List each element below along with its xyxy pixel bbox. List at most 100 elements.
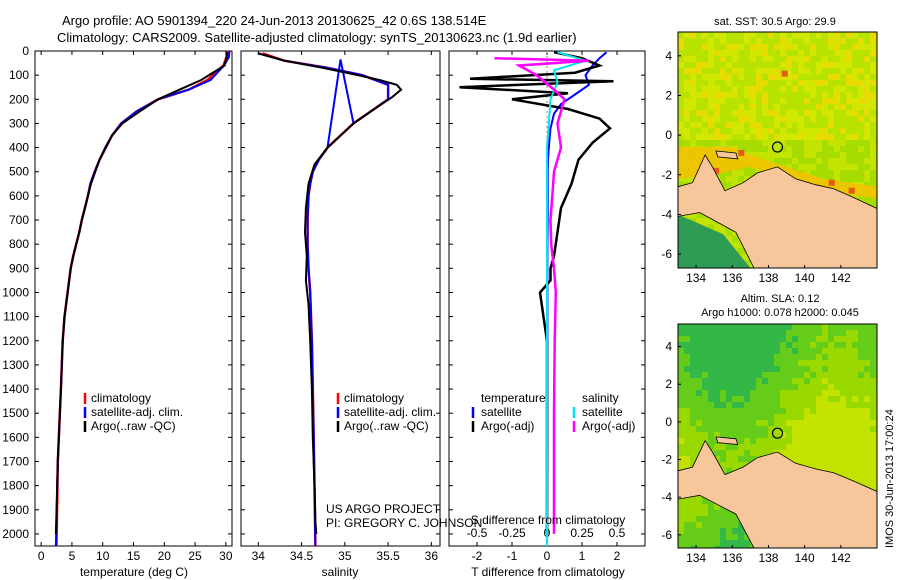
- map-cell: [828, 110, 834, 116]
- map-cell: [762, 50, 768, 56]
- map-cell: [834, 74, 840, 80]
- map-cell: [726, 330, 732, 336]
- map-cell: [798, 146, 804, 152]
- map-y-tick-label: 2: [665, 377, 672, 391]
- map-cell: [756, 426, 762, 432]
- map-cell: [780, 140, 786, 146]
- map-cell: [768, 432, 774, 438]
- map-cell: [852, 336, 858, 342]
- map-cell: [714, 522, 720, 528]
- map-cell: [870, 200, 876, 206]
- map-cell: [684, 432, 690, 438]
- map-cell: [870, 402, 876, 408]
- argo-position-marker: [771, 141, 784, 153]
- map-cell: [690, 390, 696, 396]
- map-cell: [708, 62, 714, 68]
- map-cell: [822, 80, 828, 86]
- map-cell: [834, 170, 840, 176]
- map-cell: [816, 426, 822, 432]
- y-tick-label: 200: [9, 92, 29, 106]
- map-cell: [690, 456, 696, 462]
- x-tick-label: 20: [158, 549, 172, 563]
- map-cell: [858, 414, 864, 420]
- map-cell: [750, 396, 756, 402]
- map-cell: [720, 372, 726, 378]
- map-cell: [696, 534, 702, 540]
- map-cell: [702, 546, 708, 548]
- map-cell: [702, 366, 708, 372]
- map-cell: [684, 444, 690, 450]
- map-cell: [852, 432, 858, 438]
- map-cell: [726, 528, 732, 534]
- series-line-climatology: [55, 50, 229, 547]
- map-cell: [732, 414, 738, 420]
- map-cell: [798, 426, 804, 432]
- map-cell: [798, 444, 804, 450]
- map-cell: [852, 450, 858, 456]
- map-cell: [744, 402, 750, 408]
- map-cell: [852, 414, 858, 420]
- map-cell: [798, 128, 804, 134]
- map-cell: [864, 146, 870, 152]
- map-cell: [864, 140, 870, 146]
- map-cell: [762, 56, 768, 62]
- map-cell: [834, 140, 840, 146]
- map-cell: [690, 50, 696, 56]
- map-cell: [714, 402, 720, 408]
- map-cell: [684, 510, 690, 516]
- map-cell: [858, 194, 864, 200]
- map-cell: [864, 468, 870, 474]
- map-cell: [870, 92, 876, 98]
- map-cell: [684, 360, 690, 366]
- map-cell: [786, 74, 792, 80]
- legend-title-temperature: temperature: [481, 391, 546, 405]
- map-cell: [678, 540, 684, 546]
- map-cell: [822, 68, 828, 74]
- map-cell: [744, 390, 750, 396]
- map-cell: [774, 354, 780, 360]
- map-cell: [786, 390, 792, 396]
- map-cell: [708, 98, 714, 104]
- map-cell: [828, 372, 834, 378]
- map-cell: [846, 134, 852, 140]
- map-cell: [702, 390, 708, 396]
- map-cell: [780, 158, 786, 164]
- map-cell: [816, 104, 822, 110]
- series-line-satellite-adj-clim-: [258, 52, 390, 547]
- map-cell: [702, 140, 708, 146]
- map-cell: [720, 324, 726, 330]
- map-cell: [768, 44, 774, 50]
- y-tick-label: 300: [9, 116, 29, 130]
- map-cell: [756, 86, 762, 92]
- map-cell: [822, 348, 828, 354]
- map-cell: [822, 432, 828, 438]
- map-cell: [816, 68, 822, 74]
- map-cell: [870, 128, 876, 134]
- map-cell: [696, 366, 702, 372]
- map-cell: [786, 378, 792, 384]
- map-cell: [834, 164, 840, 170]
- map-cell: [708, 426, 714, 432]
- map-cell: [804, 324, 810, 330]
- map-cell: [870, 116, 876, 122]
- map-cell: [852, 384, 858, 390]
- map-cell: [774, 62, 780, 68]
- map-cell: [858, 336, 864, 342]
- map-cell: [840, 360, 846, 366]
- map-cell: [696, 396, 702, 402]
- map-cell: [798, 44, 804, 50]
- map-cell: [834, 414, 840, 420]
- map-cell: [834, 456, 840, 462]
- map-cell: [834, 110, 840, 116]
- map-cell: [852, 146, 858, 152]
- map-cell: [768, 354, 774, 360]
- map-cell: [768, 38, 774, 44]
- map-cell: [720, 62, 726, 68]
- map-cell: [810, 444, 816, 450]
- map-cell: [702, 74, 708, 80]
- map-cell: [768, 80, 774, 86]
- map-cell: [852, 194, 858, 200]
- map-cell: [840, 134, 846, 140]
- map-cell: [720, 68, 726, 74]
- map-cell: [696, 68, 702, 74]
